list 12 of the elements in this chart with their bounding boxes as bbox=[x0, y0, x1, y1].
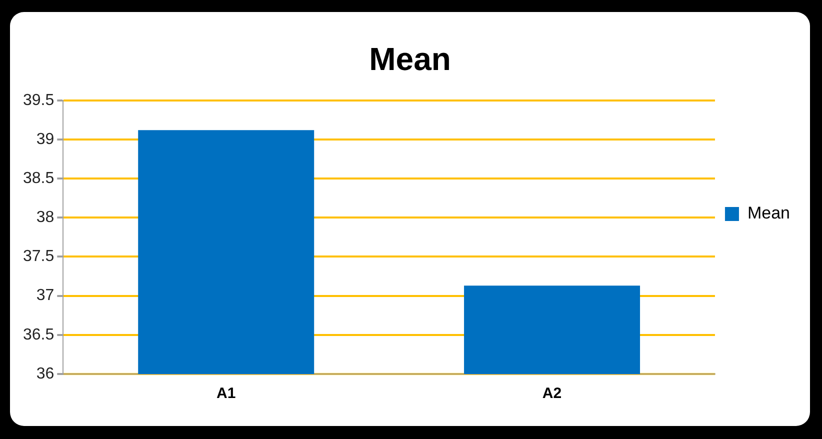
y-tick-label: 37.5 bbox=[23, 248, 54, 266]
y-tick-label: 38.5 bbox=[23, 170, 54, 187]
legend-label: Mean bbox=[747, 204, 790, 223]
y-tick-label: 39 bbox=[36, 130, 54, 148]
y-tick-label: 38 bbox=[36, 209, 54, 226]
y-tick-label: 36.5 bbox=[23, 326, 54, 344]
y-tick-label: 36 bbox=[36, 365, 54, 382]
y-tick-label: 39.5 bbox=[23, 92, 54, 109]
x-tick-label: A1 bbox=[216, 385, 236, 402]
y-tick-label: 37 bbox=[36, 287, 54, 304]
chart-title: Mean bbox=[369, 41, 451, 78]
x-tick-label: A2 bbox=[542, 385, 562, 402]
